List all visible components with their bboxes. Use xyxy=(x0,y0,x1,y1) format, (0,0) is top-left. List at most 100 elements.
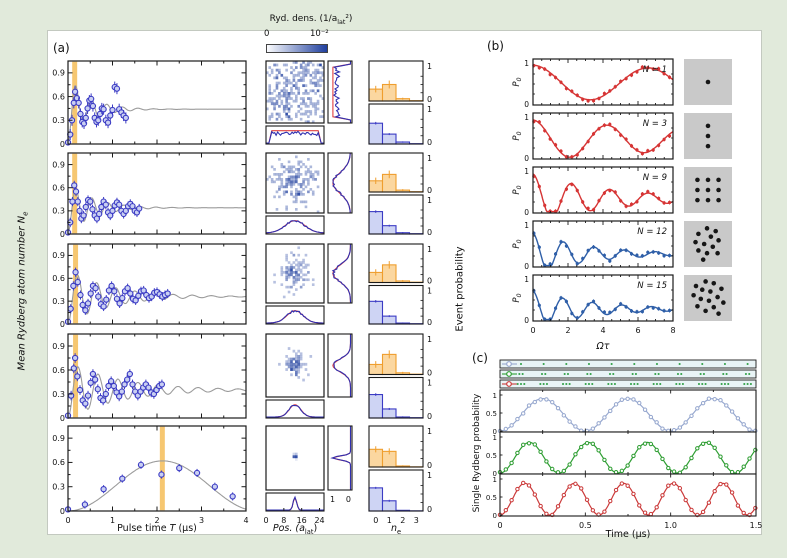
atom-arrangement-2 xyxy=(684,167,732,213)
svg-text:0: 0 xyxy=(427,186,432,195)
svg-text:0: 0 xyxy=(427,277,432,286)
plot-background xyxy=(68,334,246,418)
colorbar-gradient xyxy=(266,44,328,53)
svg-text:0.3: 0.3 xyxy=(52,116,65,125)
svg-text:0.5: 0.5 xyxy=(486,494,497,502)
svg-text:4: 4 xyxy=(600,326,605,335)
side-profile xyxy=(327,425,353,491)
rabi-row-4: 1 0 N = 15 P0 0 2 4 6 8 xyxy=(512,274,676,335)
svg-text:0: 0 xyxy=(427,138,432,147)
rabi-data-points xyxy=(532,119,672,159)
density-cells xyxy=(266,426,324,490)
svg-text:0: 0 xyxy=(493,428,497,436)
svg-text:0: 0 xyxy=(427,412,432,421)
panel-a-time-series-plots: 0 0.3 0.6 0.9 0 0.3 0.6 0.9 0 0.3 0.6 0.9 0 0.3 0.6 0.9… xyxy=(52,60,249,525)
density-row-1 xyxy=(265,152,353,235)
svg-text:8: 8 xyxy=(281,516,286,525)
atom-arrangement-4 xyxy=(684,275,732,321)
pulse-strip-2 xyxy=(499,379,757,389)
oscillation-subplot-1: 10.50 xyxy=(486,431,758,478)
panel-a-row-4: 0 0.3 0.6 0.9 0 1 2 3 4 xyxy=(52,425,249,525)
svg-text:1: 1 xyxy=(427,287,432,296)
svg-text:0.3: 0.3 xyxy=(52,483,65,492)
panel-c-label: (c) xyxy=(472,351,488,365)
svg-text:2: 2 xyxy=(565,326,570,335)
bottom-profile xyxy=(265,305,325,325)
panel-b-x-axis-label: Ωτ xyxy=(596,341,610,352)
svg-text:0.6: 0.6 xyxy=(52,366,65,375)
svg-text:1: 1 xyxy=(427,196,432,205)
svg-text:0: 0 xyxy=(524,154,529,163)
svg-text:0.6: 0.6 xyxy=(52,92,65,101)
svg-text:1: 1 xyxy=(524,59,529,68)
rabi-row-2: 1 0 N = 9 P0 xyxy=(512,166,674,217)
density-frame xyxy=(265,152,325,214)
svg-text:1: 1 xyxy=(427,379,432,388)
bottom-profile xyxy=(265,125,325,145)
density-frame xyxy=(265,243,325,304)
density-frame xyxy=(265,425,325,491)
plot-background xyxy=(68,153,246,234)
bottom-profile xyxy=(265,492,325,512)
rabi-data-points xyxy=(532,288,672,321)
side-profile xyxy=(327,243,353,304)
rabi-row-1: 1 0 N = 3 P0 xyxy=(512,112,674,163)
svg-text:0.9: 0.9 xyxy=(52,434,65,443)
svg-text:1: 1 xyxy=(427,105,432,114)
svg-text:1: 1 xyxy=(493,476,497,484)
svg-text:1: 1 xyxy=(427,62,432,71)
svg-text:0: 0 xyxy=(427,505,432,514)
atom-arrangement-0 xyxy=(684,59,732,105)
svg-text:0: 0 xyxy=(497,521,502,530)
svg-text:2: 2 xyxy=(154,516,159,525)
panel-a-density-plots: 0 8 16 24 1 0 xyxy=(263,60,353,525)
svg-text:0: 0 xyxy=(524,316,529,325)
p0-axis-label: P0 xyxy=(512,77,523,86)
panel-a-label: (a) xyxy=(53,41,70,55)
svg-text:0: 0 xyxy=(493,512,497,520)
svg-text:0.9: 0.9 xyxy=(52,160,65,169)
orange-histogram-row-1: 10 xyxy=(368,152,432,195)
blue-histogram-row-1: 10 xyxy=(368,194,432,237)
pulse-strip-1 xyxy=(499,369,757,379)
svg-text:0: 0 xyxy=(427,461,432,470)
svg-text:0: 0 xyxy=(60,140,65,149)
panel-a-x-axis-label: Pulse time T (μs) xyxy=(117,523,197,534)
svg-text:1: 1 xyxy=(493,392,497,400)
svg-text:1: 1 xyxy=(330,495,335,504)
side-profile xyxy=(327,60,353,124)
blue-histogram-row-0: 10 xyxy=(368,103,432,147)
atom-number-label: N = 9 xyxy=(643,173,667,183)
strip-legend-marker xyxy=(506,361,512,367)
density-row-0 xyxy=(265,60,353,145)
svg-text:1: 1 xyxy=(427,245,432,254)
p0-axis-label: P0 xyxy=(512,293,523,302)
svg-text:0: 0 xyxy=(263,516,268,525)
svg-text:0: 0 xyxy=(493,470,497,478)
rabi-row-0: 1 0 N = 1 P0 xyxy=(512,58,674,109)
svg-text:0.6: 0.6 xyxy=(52,458,65,467)
svg-text:1: 1 xyxy=(524,275,529,284)
rabi-data-points xyxy=(532,63,672,103)
svg-text:0: 0 xyxy=(346,495,351,504)
ne-axis-label: ne xyxy=(390,523,402,536)
svg-text:0: 0 xyxy=(524,100,529,109)
side-profile xyxy=(327,333,353,398)
density-cells xyxy=(266,61,325,124)
pulse-time-marker-band xyxy=(159,426,165,511)
density-row-4: 0 8 16 24 1 0 xyxy=(263,425,353,525)
svg-text:24: 24 xyxy=(314,516,324,525)
rabi-row-3: 1 0 N = 12 P0 xyxy=(512,220,674,271)
svg-text:0.5: 0.5 xyxy=(486,452,497,460)
blue-histogram-row-4: 100 1 2 3 xyxy=(368,469,432,525)
svg-text:0.6: 0.6 xyxy=(52,184,65,193)
plot-background xyxy=(68,426,246,511)
panel-a-row-3: 0 0.3 0.6 0.9 xyxy=(52,333,247,423)
density-cells xyxy=(266,334,324,397)
atom-number-label: N = 12 xyxy=(637,227,667,237)
svg-text:16: 16 xyxy=(297,516,307,525)
svg-text:1: 1 xyxy=(427,427,432,436)
svg-text:0.3: 0.3 xyxy=(52,297,65,306)
